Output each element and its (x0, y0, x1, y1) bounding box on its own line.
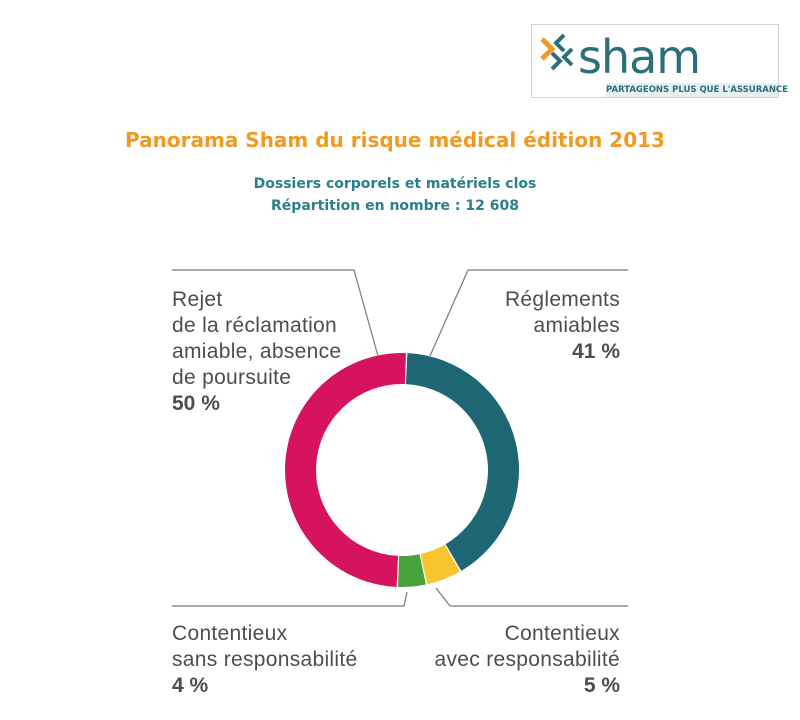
slice-value-label-2: 4 % (172, 674, 209, 697)
slice-label-3-line-1: de la réclamation (172, 314, 337, 337)
slice-label-0-line-0: Réglements (505, 288, 620, 311)
leader-line-2 (172, 591, 408, 607)
slice-value-label-0: 41 % (572, 340, 620, 363)
sham-logo: sham PARTAGEONS PLUS QUE L'ASSURANCE (531, 24, 788, 98)
donut-slice-0 (405, 353, 520, 571)
slice-label-3-line-2: amiable, absence (172, 340, 341, 363)
sham-logo-tagline: PARTAGEONS PLUS QUE L'ASSURANCE (606, 83, 788, 97)
slice-label-0-line-1: amiables (534, 314, 620, 337)
slice-label-1-line-0: Contentieux (505, 622, 621, 645)
leader-line-0 (429, 269, 628, 357)
donut-slice-3 (284, 352, 406, 587)
leader-line-1 (435, 587, 628, 607)
chart-subtitle-line2: Répartition en nombre : 12 608 (271, 198, 519, 214)
slice-value-label-1: 5 % (584, 674, 621, 697)
page-title: Panorama Sham du risque médical édition … (125, 128, 665, 152)
slice-label-3-line-3: de poursuite (172, 366, 291, 389)
donut-slice-2 (398, 554, 426, 587)
donut-slice-1 (420, 544, 461, 585)
slice-label-2-line-1: sans responsabilité (172, 648, 357, 671)
leader-line-3 (172, 269, 379, 357)
chart-subtitle-line1: Dossiers corporels et matériels clos (253, 176, 537, 192)
sham-logo-wordmark: sham (578, 30, 701, 84)
sham-logo-mark-icon (540, 33, 574, 71)
slice-label-2-line-0: Contentieux (172, 622, 288, 645)
slice-value-label-3: 50 % (172, 392, 220, 415)
slice-label-1-line-1: avec responsabilité (435, 648, 620, 671)
slice-label-3-line-0: Rejet (172, 288, 223, 311)
